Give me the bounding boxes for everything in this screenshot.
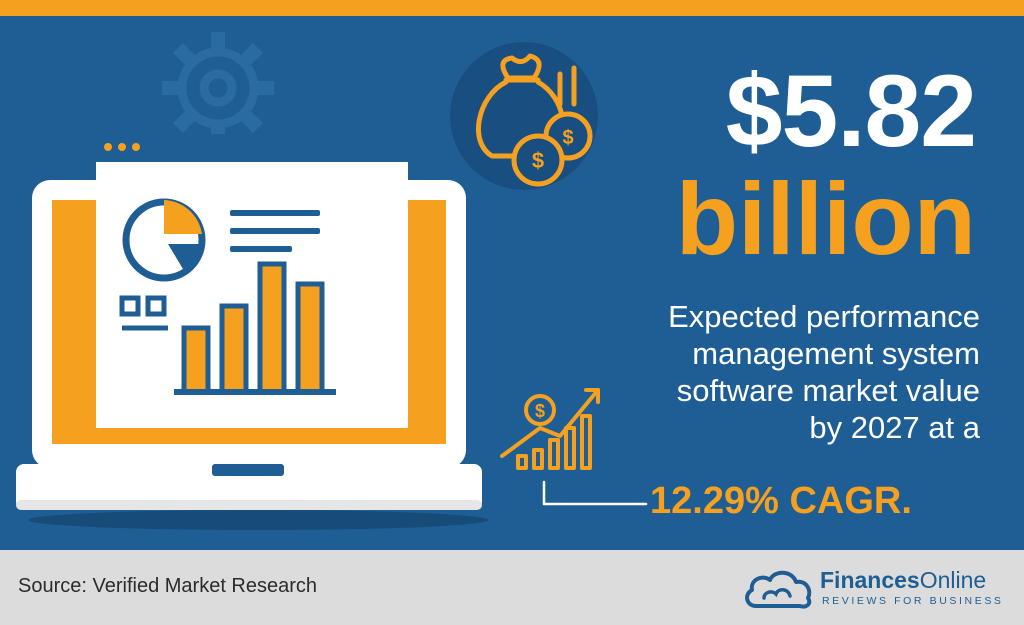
gear-icon bbox=[162, 32, 274, 144]
brand-name: FinancesOnline bbox=[820, 567, 987, 593]
footer: Source: Verified Market Research Finance… bbox=[0, 550, 1024, 625]
brand-tagline: REVIEWS FOR BUSINESS bbox=[822, 595, 1004, 607]
market-value-unit: billion bbox=[675, 162, 976, 276]
svg-text:$: $ bbox=[535, 401, 545, 421]
headline: $5.82 billion bbox=[675, 54, 977, 276]
brand-logo[interactable]: FinancesOnline REVIEWS FOR BUSINESS bbox=[742, 564, 1012, 616]
description-line: software market value bbox=[676, 373, 980, 408]
source-text: Source: Verified Market Research bbox=[18, 575, 318, 597]
description-line: management system bbox=[692, 336, 980, 371]
bar-chart-icon bbox=[174, 261, 336, 395]
description-text: Expected performance management system s… bbox=[600, 298, 980, 446]
description-line: Expected performance bbox=[668, 299, 980, 334]
coins-icon: $ $ bbox=[511, 65, 593, 187]
top-accent-bar bbox=[0, 0, 1024, 16]
growth-chart-icon: $ bbox=[500, 388, 648, 506]
browser-window-icon bbox=[96, 134, 408, 428]
pie-chart-icon bbox=[122, 198, 206, 282]
svg-text:$: $ bbox=[562, 127, 573, 149]
illustration: $ $ $ bbox=[16, 32, 648, 530]
cloud-logo-icon bbox=[745, 570, 812, 609]
legend-squares-icon bbox=[119, 295, 168, 331]
description-line: by 2027 at a bbox=[809, 410, 980, 445]
cagr-value: 12.29% CAGR. bbox=[650, 480, 912, 522]
text-lines-icon bbox=[230, 210, 320, 252]
svg-text:$: $ bbox=[532, 148, 544, 173]
market-value-amount: $5.82 bbox=[725, 54, 977, 168]
main-panel: $ $ $ $5.82 billion Expected perfo bbox=[0, 16, 1024, 550]
